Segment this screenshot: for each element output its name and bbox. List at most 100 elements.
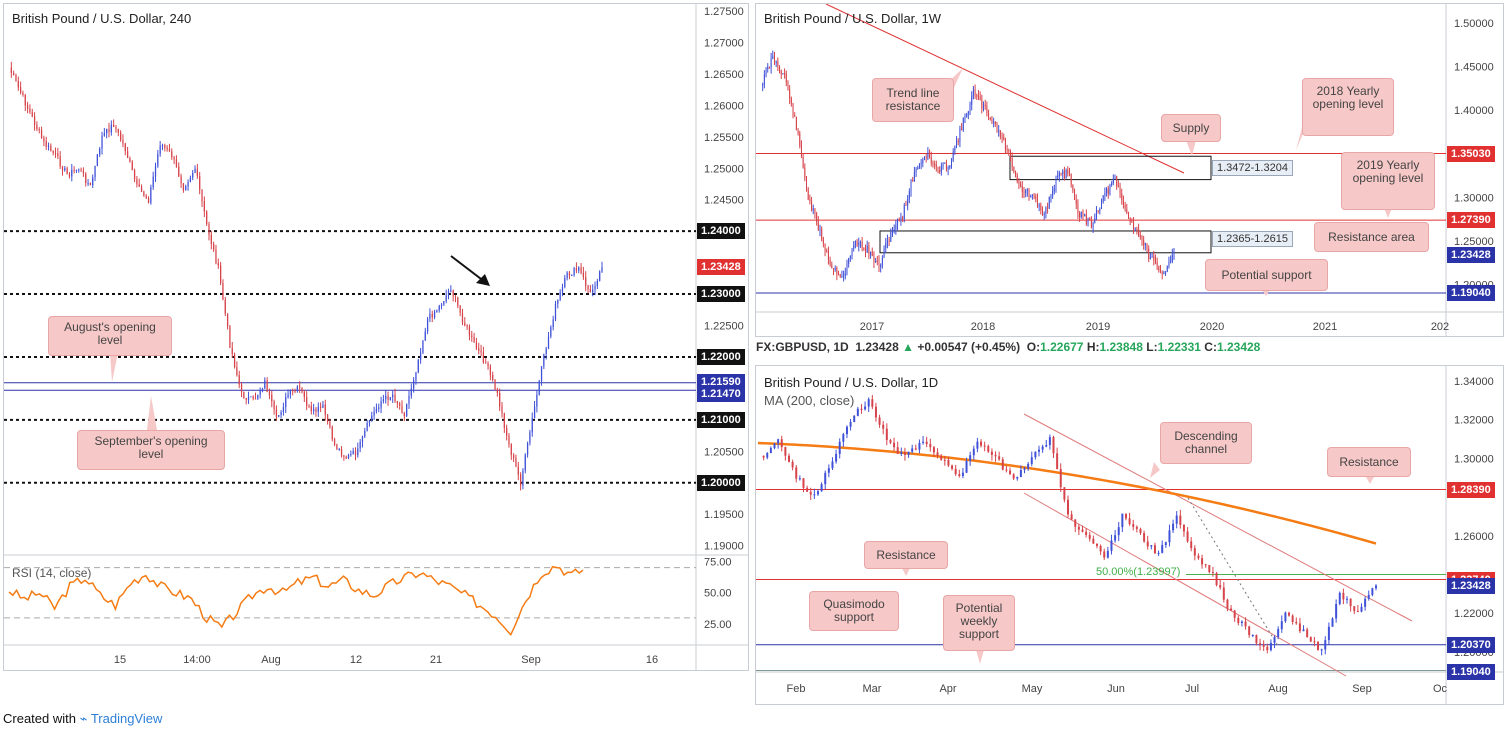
weekly-candle-body [807,188,809,200]
daily-candle-body [1150,545,1153,547]
h4-candle-body [343,455,345,457]
daily-candle-body [802,478,805,488]
weekly-candle-body [838,274,840,276]
daily-candle-body [1302,629,1305,632]
weekly-candle-body [1020,183,1022,187]
price-tag: 1.21000 [697,411,745,428]
weekly-candle-body [809,199,811,202]
daily-candle-body [1030,457,1033,464]
footer-credit[interactable]: Created with ⌁ TradingView [3,711,162,727]
daily-candle-body [1277,629,1280,637]
callout-september-opening: September's opening level [77,430,225,470]
h4-candle-body [173,157,175,160]
h4-candle-body [540,366,543,381]
daily-candle-body [766,453,769,458]
daily-candle-body [1045,445,1048,447]
weekly-candle-body [966,113,968,117]
callout-pointer [110,353,118,382]
weekly-candle-body [1109,184,1111,194]
h4-candle-body [247,396,250,400]
daily-candle-body [856,408,859,416]
weekly-chart-panel[interactable]: 1.500001.450001.400001.300001.250001.200… [755,3,1504,337]
daily-candle-body [889,440,892,443]
weekly-candle-body [770,58,772,68]
daily-candle-body [1019,470,1022,478]
daily-candle-body [1306,629,1309,638]
weekly-candle-body [853,244,855,249]
h4-candle-body [599,271,601,281]
ohlc-close-label: C: [1204,340,1217,354]
h4-candle-body [106,128,108,134]
weekly-candle-body [806,178,808,189]
h4-candle-body [412,380,415,389]
weekly-candle-body [1095,210,1097,219]
footer-brand: TradingView [90,711,163,726]
daily-candle-body [1182,524,1185,532]
weekly-candle-body [950,160,952,166]
h4-candle-body [399,403,401,406]
daily-candle-body [820,484,823,492]
h4-candle-body [596,280,598,286]
weekly-candle-body [989,117,991,120]
weekly-candle-body [1112,178,1114,184]
weekly-candle-body [976,95,978,97]
daily-candle-body [827,468,830,473]
weekly-candle-body [784,72,786,74]
h4-candle-body [24,94,26,106]
h4-candle-body [592,289,594,293]
h4-candle-body [410,388,412,396]
daily-candle-body [1139,528,1142,534]
weekly-candle-body [945,162,947,170]
h4-candle-body [338,448,340,450]
weekly-candle-body [1136,228,1138,230]
h4-candle-body [68,174,71,177]
daily-candle-body [874,406,877,418]
daily-chart-panel[interactable]: 1.34000 1.32000 1.30000 1.26000 1.22000 1.200… [755,365,1504,705]
daily-candle-body [809,491,812,495]
h4-candle-body [438,305,440,311]
weekly-candle-body [984,104,986,107]
weekly-candle-body [779,66,781,71]
h4-candle-body [233,354,236,368]
daily-chart-canvas[interactable]: 1.340001.320001.300001.260001.220001.200… [756,366,1504,705]
h4-candle-body [501,406,503,414]
h4-candle-body [487,363,489,367]
h4-candle-body [36,124,38,130]
h4-candle-body [359,441,361,449]
ohlc-low-label: L: [1146,340,1158,354]
weekly-candle-body [886,240,888,244]
h4-candle-body [366,422,368,432]
weekly-candle-body [913,172,915,181]
price-tag: 1.21470 [697,386,745,403]
h4-chart-canvas[interactable]: 1.27500 1.27000 1.26500 1.26000 1.25500 1.250… [4,4,749,671]
callout-supply: Supply [1161,114,1221,142]
weekly-candle-body [925,156,927,158]
weekly-candle-body [1165,271,1167,273]
x-tick-label: May [1022,683,1043,695]
weekly-candle-body [1158,265,1160,271]
daily-candle-body [1132,524,1135,527]
x-tick-label: 21 [430,654,442,666]
h4-candle-body [222,283,224,300]
price-tag: 1.20000 [697,474,745,491]
weekly-candle-body [795,116,797,131]
daily-candle-body [1248,626,1251,636]
daily-candle-body [762,455,765,458]
h4-candle-body [229,326,231,348]
weekly-candle-body [1047,207,1049,209]
weekly-candle-body [900,216,902,221]
weekly-candle-body [920,163,922,165]
weekly-candle-body [839,274,841,277]
h4-candle-body [187,182,189,187]
h4-candle-body [561,286,564,293]
weekly-candle-body [802,157,804,168]
h4-chart-panel[interactable]: 1.27500 1.27000 1.26500 1.26000 1.25500 1.250… [3,3,749,671]
y-tick-label: 1.20500 [704,446,744,458]
h4-candle-body [50,145,52,152]
y-tick-label: 1.25000 [1454,236,1494,248]
callout-pointer [1150,462,1160,478]
weekly-candle-body [858,242,860,246]
weekly-chart-canvas[interactable]: 1.500001.450001.400001.300001.250001.200… [756,4,1504,337]
h4-candle-body [296,386,299,391]
h4-candle-body [557,299,559,304]
